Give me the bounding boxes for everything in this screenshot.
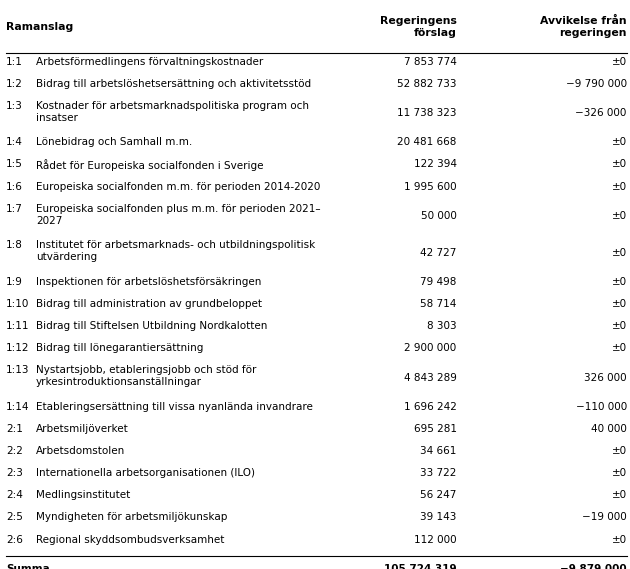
Text: Europeiska socialfonden m.m. för perioden 2014-2020: Europeiska socialfonden m.m. för periode…: [36, 182, 320, 192]
Text: Kostnader för arbetsmarknadspolitiska program och: Kostnader för arbetsmarknadspolitiska pr…: [36, 101, 309, 111]
Text: 1 995 600: 1 995 600: [404, 182, 457, 192]
Text: Bidrag till arbetslöshetsersättning och aktivitetsstöd: Bidrag till arbetslöshetsersättning och …: [36, 79, 311, 89]
Text: 1:3: 1:3: [6, 101, 23, 111]
Text: ±0: ±0: [612, 56, 627, 67]
Text: 8 303: 8 303: [427, 321, 457, 331]
Text: 1:14: 1:14: [6, 402, 30, 412]
Text: insatser: insatser: [36, 113, 77, 122]
Text: 11 738 323: 11 738 323: [398, 108, 457, 118]
Text: ±0: ±0: [612, 159, 627, 170]
Text: Avvikelse från
regeringen: Avvikelse från regeringen: [541, 16, 627, 38]
Text: −19 000: −19 000: [582, 513, 627, 522]
Text: 52 882 733: 52 882 733: [398, 79, 457, 89]
Text: ±0: ±0: [612, 534, 627, 545]
Text: −110 000: −110 000: [576, 402, 627, 412]
Text: Bidrag till lönegarantiersättning: Bidrag till lönegarantiersättning: [36, 343, 203, 353]
Text: Etableringsersättning till vissa nyanlända invandrare: Etableringsersättning till vissa nyanlän…: [36, 402, 312, 412]
Text: 2:2: 2:2: [6, 446, 23, 456]
Text: Nystartsjobb, etableringsjobb och stöd för: Nystartsjobb, etableringsjobb och stöd f…: [36, 365, 256, 376]
Text: −9 879 000: −9 879 000: [560, 564, 627, 569]
Text: 58 714: 58 714: [420, 299, 457, 309]
Text: 1:5: 1:5: [6, 159, 23, 170]
Text: 50 000: 50 000: [421, 211, 457, 221]
Text: ±0: ±0: [612, 343, 627, 353]
Text: Arbetsmiljöverket: Arbetsmiljöverket: [36, 424, 129, 434]
Text: 105 724 319: 105 724 319: [384, 564, 457, 569]
Text: −9 790 000: −9 790 000: [566, 79, 627, 89]
Text: Summa: Summa: [6, 564, 50, 569]
Text: ±0: ±0: [612, 446, 627, 456]
Text: 2:4: 2:4: [6, 490, 23, 500]
Text: ±0: ±0: [612, 468, 627, 479]
Text: Medlingsinstitutet: Medlingsinstitutet: [36, 490, 130, 500]
Text: Myndigheten för arbetsmiljökunskap: Myndigheten för arbetsmiljökunskap: [36, 513, 227, 522]
Text: 2:1: 2:1: [6, 424, 23, 434]
Text: −326 000: −326 000: [575, 108, 627, 118]
Text: 56 247: 56 247: [420, 490, 457, 500]
Text: 34 661: 34 661: [420, 446, 457, 456]
Text: 2:3: 2:3: [6, 468, 23, 479]
Text: 1:4: 1:4: [6, 137, 23, 147]
Text: 1:2: 1:2: [6, 79, 23, 89]
Text: Bidrag till Stiftelsen Utbildning Nordkalotten: Bidrag till Stiftelsen Utbildning Nordka…: [36, 321, 267, 331]
Text: 122 394: 122 394: [414, 159, 457, 170]
Text: ±0: ±0: [612, 490, 627, 500]
Text: 7 853 774: 7 853 774: [404, 56, 457, 67]
Text: Internationella arbetsorganisationen (ILO): Internationella arbetsorganisationen (IL…: [36, 468, 255, 479]
Text: 2027: 2027: [36, 216, 62, 225]
Text: Bidrag till administration av grundbeloppet: Bidrag till administration av grundbelop…: [36, 299, 262, 309]
Text: 1:12: 1:12: [6, 343, 30, 353]
Text: 326 000: 326 000: [584, 373, 627, 382]
Text: Institutet för arbetsmarknads- och utbildningspolitisk: Institutet för arbetsmarknads- och utbil…: [36, 240, 315, 250]
Text: 4 843 289: 4 843 289: [404, 373, 457, 382]
Text: 2 900 000: 2 900 000: [404, 343, 457, 353]
Text: Europeiska socialfonden plus m.m. för perioden 2021–: Europeiska socialfonden plus m.m. för pe…: [36, 204, 321, 214]
Text: 1:13: 1:13: [6, 365, 30, 376]
Text: 20 481 668: 20 481 668: [398, 137, 457, 147]
Text: 2:5: 2:5: [6, 513, 23, 522]
Text: 1:10: 1:10: [6, 299, 30, 309]
Text: 40 000: 40 000: [591, 424, 627, 434]
Text: 1:9: 1:9: [6, 277, 23, 287]
Text: 42 727: 42 727: [420, 248, 457, 258]
Text: Inspektionen för arbetslöshetsförsäkringen: Inspektionen för arbetslöshetsförsäkring…: [36, 277, 261, 287]
Text: 2:6: 2:6: [6, 534, 23, 545]
Text: 33 722: 33 722: [420, 468, 457, 479]
Text: yrkesintroduktionsanställningar: yrkesintroduktionsanställningar: [36, 377, 202, 387]
Text: ±0: ±0: [612, 182, 627, 192]
Text: 1:7: 1:7: [6, 204, 23, 214]
Text: Lönebidrag och Samhall m.m.: Lönebidrag och Samhall m.m.: [36, 137, 192, 147]
Text: 1:6: 1:6: [6, 182, 23, 192]
Text: Rådet för Europeiska socialfonden i Sverige: Rådet för Europeiska socialfonden i Sver…: [36, 159, 263, 171]
Text: 79 498: 79 498: [420, 277, 457, 287]
Text: Regional skyddsombudsverksamhet: Regional skyddsombudsverksamhet: [36, 534, 224, 545]
Text: utvärdering: utvärdering: [36, 252, 97, 262]
Text: 1:8: 1:8: [6, 240, 23, 250]
Text: 112 000: 112 000: [414, 534, 457, 545]
Text: ±0: ±0: [612, 299, 627, 309]
Text: 39 143: 39 143: [420, 513, 457, 522]
Text: Regeringens
förslag: Regeringens förslag: [380, 16, 457, 38]
Text: 1 696 242: 1 696 242: [404, 402, 457, 412]
Text: ±0: ±0: [612, 211, 627, 221]
Text: ±0: ±0: [612, 137, 627, 147]
Text: ±0: ±0: [612, 277, 627, 287]
Text: ±0: ±0: [612, 248, 627, 258]
Text: ±0: ±0: [612, 321, 627, 331]
Text: Ramanslag: Ramanslag: [6, 22, 74, 31]
Text: Arbetsförmedlingens förvaltningskostnader: Arbetsförmedlingens förvaltningskostnade…: [36, 56, 263, 67]
Text: Arbetsdomstolen: Arbetsdomstolen: [36, 446, 125, 456]
Text: 695 281: 695 281: [414, 424, 457, 434]
Text: 1:1: 1:1: [6, 56, 23, 67]
Text: 1:11: 1:11: [6, 321, 30, 331]
